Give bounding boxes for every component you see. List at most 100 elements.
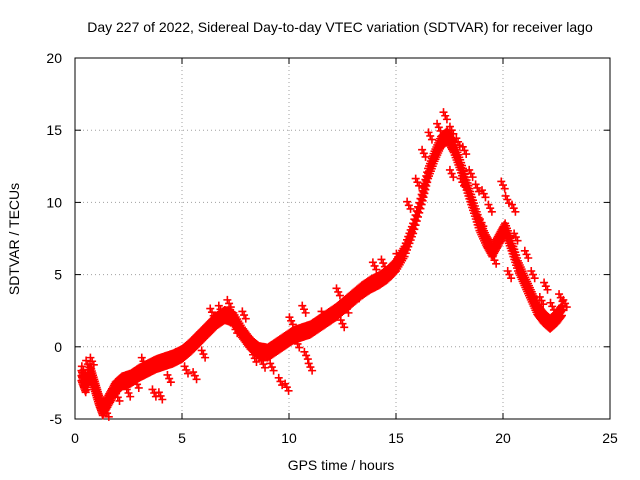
data-point xyxy=(427,135,436,144)
data-point xyxy=(133,380,142,389)
data-point xyxy=(456,174,465,183)
data-point xyxy=(559,295,568,304)
data-point xyxy=(190,371,199,380)
data-point xyxy=(541,282,550,291)
data-point xyxy=(214,301,223,310)
data-point xyxy=(522,250,531,259)
data-point xyxy=(415,208,424,217)
data-point xyxy=(293,339,302,348)
data-point xyxy=(558,311,567,320)
data-point xyxy=(418,196,427,205)
data-point xyxy=(406,204,415,213)
data-point xyxy=(458,142,467,151)
data-point xyxy=(497,177,506,186)
data-point xyxy=(197,346,206,355)
data-point xyxy=(416,204,425,213)
data-point xyxy=(419,149,428,158)
data-point xyxy=(507,274,516,283)
data-point xyxy=(540,278,549,287)
data-point xyxy=(490,256,499,265)
data-point xyxy=(411,174,420,183)
data-point xyxy=(301,308,310,317)
data-point xyxy=(462,150,471,159)
data-point xyxy=(77,362,86,371)
data-point xyxy=(134,383,143,392)
data-point xyxy=(233,329,242,338)
tick-labels: 0 5 10 15 20 25 -5 0 5 10 15 20 xyxy=(46,50,618,446)
data-point xyxy=(90,382,99,391)
data-point xyxy=(555,290,564,299)
data-point xyxy=(94,396,103,405)
data-point xyxy=(409,229,418,238)
data-point xyxy=(423,178,432,187)
data-point xyxy=(226,303,235,312)
data-point xyxy=(274,373,283,382)
data-point xyxy=(546,298,555,307)
x-axis-title: GPS time / hours xyxy=(288,457,395,473)
data-point xyxy=(527,266,536,275)
data-point xyxy=(355,294,364,303)
data-point xyxy=(299,305,308,314)
data-point xyxy=(285,313,294,322)
data-point xyxy=(421,152,430,161)
data-point xyxy=(505,270,514,279)
data-point xyxy=(334,287,343,296)
data-point xyxy=(182,365,191,374)
data-point xyxy=(511,207,520,216)
data-point xyxy=(395,256,404,265)
data-point xyxy=(460,146,469,155)
data-point xyxy=(156,391,165,400)
data-point xyxy=(86,353,95,362)
data-point xyxy=(531,299,540,308)
data-point xyxy=(418,145,427,154)
data-point xyxy=(266,359,275,368)
data-point xyxy=(139,357,148,366)
data-point xyxy=(303,355,312,364)
data-point xyxy=(417,200,426,209)
data-point xyxy=(415,181,424,190)
data-point xyxy=(243,334,252,343)
data-point xyxy=(507,200,516,209)
data-point xyxy=(445,165,454,174)
data-point xyxy=(115,396,124,405)
data-point xyxy=(88,357,97,366)
data-point xyxy=(158,395,167,404)
data-point xyxy=(216,305,225,314)
data-point xyxy=(473,183,482,192)
data-point xyxy=(454,137,463,146)
data-point xyxy=(528,270,537,279)
data-point xyxy=(441,111,450,120)
x-tick-label: 5 xyxy=(178,430,186,446)
data-point xyxy=(481,193,490,202)
data-point xyxy=(287,316,296,325)
data-point xyxy=(103,409,112,418)
x-tick-label: 20 xyxy=(495,430,511,446)
data-point xyxy=(180,362,189,371)
data-point xyxy=(379,259,388,268)
data-point xyxy=(548,302,557,311)
data-point xyxy=(410,225,419,234)
data-point xyxy=(353,290,362,299)
data-point xyxy=(308,366,317,375)
data-point xyxy=(412,217,421,226)
data-point xyxy=(242,331,251,340)
y-tick-label: 15 xyxy=(46,122,62,138)
data-point xyxy=(166,378,175,387)
data-point xyxy=(511,233,520,242)
y-tick-label: 5 xyxy=(54,267,62,283)
data-point xyxy=(338,319,347,328)
data-point xyxy=(342,305,351,314)
data-point xyxy=(295,343,304,352)
data-point xyxy=(426,131,435,140)
data-point xyxy=(465,165,474,174)
data-point xyxy=(113,393,122,402)
data-point xyxy=(218,308,227,317)
data-point xyxy=(340,323,349,332)
y-tick-label: 20 xyxy=(46,50,62,66)
x-tick-label: 0 xyxy=(71,430,79,446)
data-point xyxy=(165,374,174,383)
y-tick-label: -5 xyxy=(50,411,63,427)
data-point xyxy=(477,218,486,227)
data-point xyxy=(122,385,131,394)
data-point xyxy=(252,357,261,366)
